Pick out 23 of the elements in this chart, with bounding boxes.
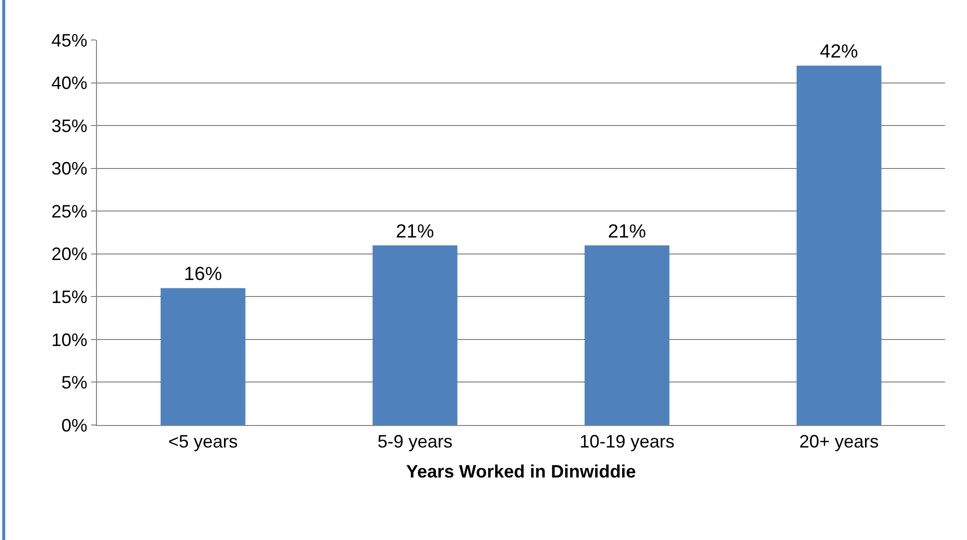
x-tick-label: 5-9 years <box>377 432 453 452</box>
data-label: 21% <box>396 221 434 242</box>
y-tick-label: 15% <box>51 286 88 307</box>
y-tick-label: 30% <box>51 158 88 179</box>
y-tick-label: 5% <box>61 372 88 393</box>
y-tick-label: 45% <box>51 30 88 50</box>
y-tick-label: 20% <box>51 244 88 264</box>
y-tick-label: 10% <box>51 330 88 350</box>
x-tick-label: <5 years <box>168 432 238 452</box>
x-tick-label: 10-19 years <box>579 432 675 452</box>
x-tick-label: 20+ years <box>799 432 879 452</box>
data-label: 16% <box>184 264 222 286</box>
bar <box>796 66 882 425</box>
y-tick-label: 35% <box>51 116 88 136</box>
bar <box>584 245 670 425</box>
y-tick-label: 25% <box>51 201 88 222</box>
x-axis-title: Years Worked in Dinwiddie <box>406 462 636 482</box>
bar <box>372 245 458 425</box>
bar <box>160 288 246 425</box>
data-label: 42% <box>820 42 858 63</box>
y-tick-label: 0% <box>61 415 88 436</box>
data-label: 21% <box>608 221 646 242</box>
y-tick-label: 40% <box>51 73 88 94</box>
